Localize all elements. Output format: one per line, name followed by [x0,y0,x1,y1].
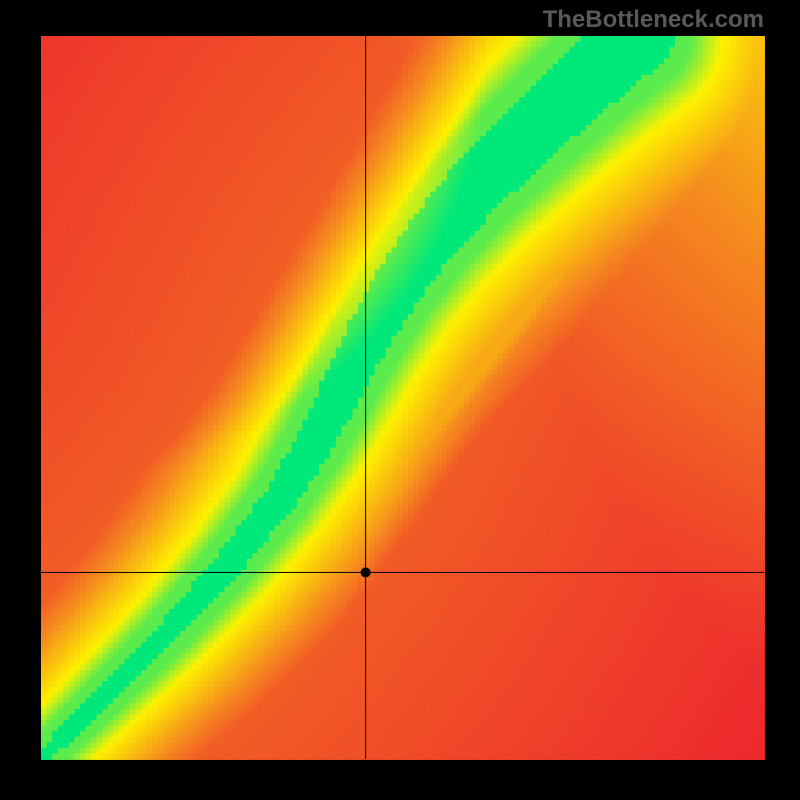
watermark-text: TheBottleneck.com [543,6,764,34]
bottleneck-heatmap [0,0,800,800]
